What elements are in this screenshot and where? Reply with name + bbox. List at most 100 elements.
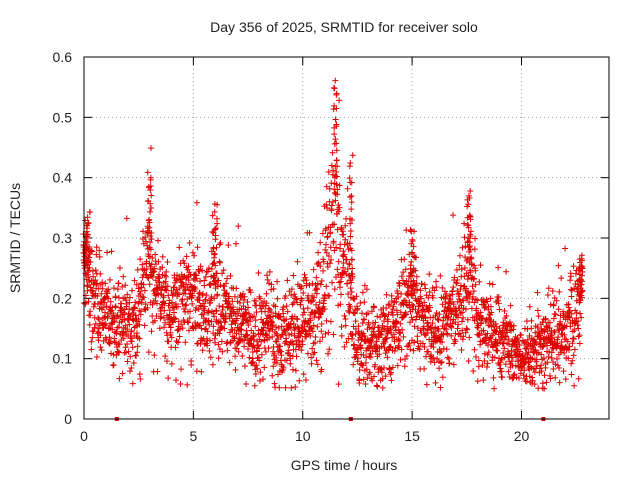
data-point <box>368 375 375 382</box>
data-point <box>463 285 470 292</box>
data-point <box>400 277 407 284</box>
data-point <box>124 358 131 365</box>
data-point <box>378 369 385 376</box>
data-point <box>156 325 163 332</box>
data-point <box>489 281 496 288</box>
data-point <box>483 363 490 370</box>
data-point <box>298 330 305 337</box>
data-point <box>211 278 218 285</box>
data-point <box>565 313 572 320</box>
data-point <box>271 356 278 363</box>
data-point <box>322 330 329 337</box>
data-point <box>216 259 223 266</box>
data-point <box>537 321 544 328</box>
data-point <box>411 323 418 330</box>
data-point <box>126 321 133 328</box>
data-point <box>375 334 382 341</box>
data-point <box>440 331 447 338</box>
data-point <box>148 204 155 211</box>
data-point <box>450 301 457 308</box>
data-point <box>252 323 259 330</box>
data-point <box>237 336 244 343</box>
data-point <box>185 263 192 270</box>
data-point <box>201 303 208 310</box>
data-point <box>335 202 342 209</box>
data-point <box>498 355 505 362</box>
data-point <box>267 325 274 332</box>
data-point <box>308 298 315 305</box>
data-point <box>506 327 513 334</box>
data-point <box>485 349 492 356</box>
data-point <box>447 316 454 323</box>
data-point <box>149 301 156 308</box>
data-point <box>253 362 260 369</box>
data-point <box>86 209 93 216</box>
data-point <box>457 286 464 293</box>
data-point <box>331 221 338 228</box>
data-point <box>485 314 492 321</box>
data-point <box>455 305 462 312</box>
data-point <box>297 301 304 308</box>
data-point <box>173 377 180 384</box>
data-point <box>237 312 244 319</box>
data-point <box>85 298 92 305</box>
data-point <box>211 250 218 257</box>
data-point <box>503 312 510 319</box>
data-point <box>257 305 264 312</box>
data-point <box>149 312 156 319</box>
data-point <box>208 266 215 273</box>
data-point <box>330 167 337 174</box>
data-point <box>296 377 303 384</box>
data-point <box>361 282 368 289</box>
data-point <box>316 299 323 306</box>
data-point <box>368 339 375 346</box>
data-point <box>407 346 414 353</box>
data-point <box>302 376 309 383</box>
data-point <box>550 345 557 352</box>
data-point <box>176 333 183 340</box>
data-point <box>496 361 503 368</box>
data-point <box>278 369 285 376</box>
data-point <box>170 291 177 298</box>
data-point <box>184 381 191 388</box>
data-point <box>199 290 206 297</box>
data-point <box>398 290 405 297</box>
data-point <box>298 297 305 304</box>
data-point <box>346 240 353 247</box>
data-point <box>231 293 238 300</box>
data-point <box>373 345 380 352</box>
data-point <box>134 330 141 337</box>
data-point <box>185 277 192 284</box>
data-point <box>313 357 320 364</box>
data-point <box>306 297 313 304</box>
data-point <box>270 363 277 370</box>
data-point <box>277 348 284 355</box>
data-point <box>401 280 408 287</box>
data-point <box>453 266 460 273</box>
data-point <box>344 266 351 273</box>
data-point <box>183 281 190 288</box>
data-point <box>233 240 240 247</box>
data-point <box>528 317 535 324</box>
data-point <box>159 253 166 260</box>
data-point <box>93 354 100 361</box>
data-point <box>330 238 337 245</box>
data-point <box>90 328 97 335</box>
data-point <box>225 293 232 300</box>
data-point <box>555 327 562 334</box>
data-point <box>575 325 582 332</box>
data-point <box>201 277 208 284</box>
data-point <box>193 199 200 206</box>
data-point <box>170 284 177 291</box>
data-point <box>347 233 354 240</box>
data-point <box>145 349 152 356</box>
data-point <box>331 140 338 147</box>
data-point <box>463 270 470 277</box>
data-point <box>494 339 501 346</box>
data-point <box>219 348 226 355</box>
data-point <box>500 319 507 326</box>
data-point <box>243 380 250 387</box>
data-point <box>422 313 429 320</box>
data-point <box>127 368 134 375</box>
data-point <box>367 350 374 357</box>
